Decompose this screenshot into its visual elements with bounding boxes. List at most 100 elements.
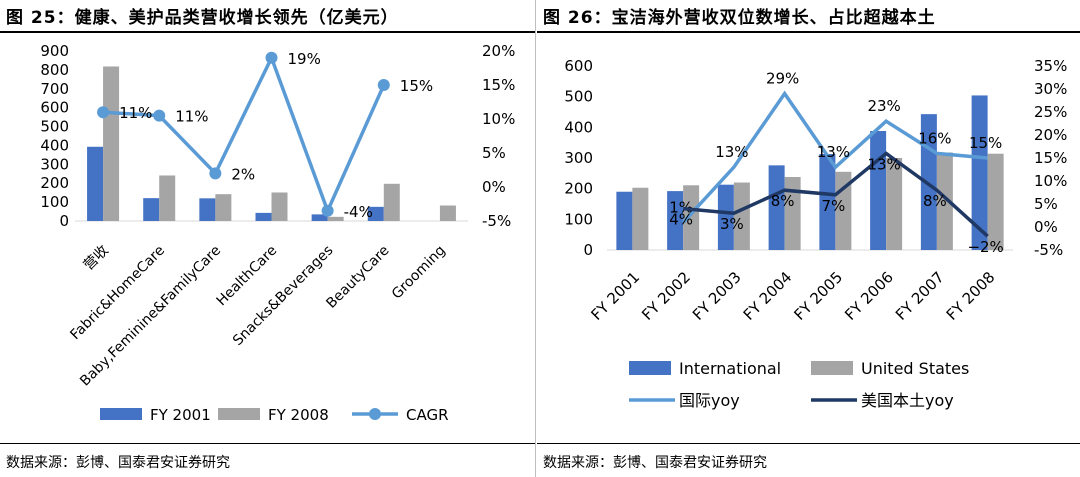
x-tick-label: FY 2008 bbox=[943, 268, 999, 324]
y-left-tick-label: 500 bbox=[40, 118, 69, 136]
y-right-tick-label: 10% bbox=[482, 110, 515, 128]
panel-divider bbox=[535, 0, 536, 477]
yoy-data-label: 4% bbox=[669, 211, 693, 229]
y-right-tick-label: 15% bbox=[1034, 149, 1067, 167]
bar bbox=[920, 114, 937, 250]
cagr-data-label: 11% bbox=[119, 104, 152, 122]
legend-swatch bbox=[811, 361, 853, 375]
bar bbox=[143, 198, 160, 221]
y-left-tick-label: 700 bbox=[40, 80, 69, 98]
bar bbox=[819, 154, 836, 250]
bar bbox=[367, 206, 384, 221]
yoy-data-label: 13% bbox=[817, 143, 850, 161]
y-left-tick-label: 300 bbox=[564, 149, 593, 167]
cagr-line bbox=[102, 53, 386, 216]
yoy-line bbox=[682, 151, 989, 238]
yoy-data-label: 23% bbox=[867, 97, 900, 115]
yoy-data-label: 1% bbox=[669, 198, 693, 216]
x-tick-label: FY 2007 bbox=[892, 268, 948, 324]
x-tick-label: FY 2001 bbox=[588, 268, 644, 324]
legend-swatch bbox=[629, 361, 671, 375]
y-right-tick-label: 0% bbox=[482, 178, 506, 196]
yoy-data-label: 3% bbox=[720, 215, 744, 233]
y-left-tick-label: 100 bbox=[564, 210, 593, 228]
y-right-tick-label: 0% bbox=[1034, 218, 1058, 236]
bar bbox=[87, 146, 104, 221]
left-source-rule bbox=[0, 443, 535, 444]
bar bbox=[733, 182, 750, 250]
legend-swatch bbox=[218, 408, 260, 420]
bar bbox=[667, 191, 684, 250]
y-right-tick-label: -5% bbox=[482, 212, 511, 230]
y-left-tick-label: 200 bbox=[40, 174, 69, 192]
y-left-tick-label: 100 bbox=[40, 193, 69, 211]
yoy-data-label: 13% bbox=[715, 143, 748, 161]
y-right-tick-label: -5% bbox=[1034, 241, 1063, 259]
cagr-marker bbox=[265, 51, 278, 64]
y-left-tick-label: 400 bbox=[40, 136, 69, 154]
cagr-marker bbox=[153, 109, 166, 122]
y-left-tick-label: 800 bbox=[40, 61, 69, 79]
y-left-tick-label: 600 bbox=[40, 99, 69, 117]
x-tick-label: Snacks&Beverages bbox=[230, 243, 336, 349]
legend-swatch bbox=[100, 408, 142, 420]
y-left-tick-label: 600 bbox=[564, 57, 593, 75]
y-right-tick-label: 5% bbox=[482, 144, 506, 162]
x-tick-label: FY 2003 bbox=[689, 268, 745, 324]
y-right-tick-label: 10% bbox=[1034, 172, 1067, 190]
y-left-tick-label: 900 bbox=[40, 42, 69, 60]
y-left-tick-label: 200 bbox=[564, 180, 593, 198]
x-tick-label: FY 2006 bbox=[841, 268, 897, 324]
yoy-data-label: 7% bbox=[821, 197, 845, 215]
y-right-tick-label: 25% bbox=[1034, 103, 1067, 121]
y-left-tick-label: 0 bbox=[59, 212, 69, 230]
bar bbox=[768, 165, 785, 250]
y-left-tick-label: 300 bbox=[40, 155, 69, 173]
bar bbox=[439, 205, 456, 221]
right-source-rule bbox=[537, 443, 1080, 444]
right-chart-title: 图 26：宝洁海外营收双位数增长、占比超越本土 bbox=[543, 8, 936, 28]
y-right-tick-label: 20% bbox=[482, 42, 515, 60]
legend-label: United States bbox=[861, 359, 969, 378]
y-right-tick-label: 20% bbox=[1034, 126, 1067, 144]
right-chart: 0 100 200 300 400 500 600 -5% 0% 5% 10% 15% 20% 25% 30… bbox=[564, 57, 1067, 410]
y-right-tick-label: 30% bbox=[1034, 80, 1067, 98]
cagr-marker bbox=[97, 106, 110, 119]
yoy-data-label: 13% bbox=[867, 155, 900, 173]
bar bbox=[103, 66, 120, 221]
bar bbox=[683, 185, 700, 250]
y-right-tick-label: 15% bbox=[482, 76, 515, 94]
legend-label: CAGR bbox=[406, 406, 449, 424]
cagr-marker bbox=[321, 204, 334, 217]
cagr-data-label: 19% bbox=[288, 50, 321, 68]
bar bbox=[632, 187, 649, 250]
x-tick-label: Grooming bbox=[389, 243, 449, 303]
bar bbox=[616, 191, 633, 250]
bar bbox=[870, 131, 887, 250]
y-right-tick-label: 35% bbox=[1034, 57, 1067, 75]
legend-swatch-marker bbox=[369, 408, 381, 420]
bar bbox=[311, 214, 328, 221]
y-left-tick-label: 0 bbox=[583, 241, 593, 259]
bar bbox=[886, 158, 903, 250]
legend-label: 国际yoy bbox=[679, 391, 740, 410]
bar bbox=[327, 216, 344, 221]
left-chart-panel: 图 25：健康、美护品类营收增长领先（亿美元） 0 100 200 300 400 500… bbox=[0, 0, 535, 477]
cagr-data-label: -4% bbox=[344, 203, 373, 221]
x-tick-label: FY 2005 bbox=[791, 268, 847, 324]
legend-label: International bbox=[679, 359, 781, 378]
yoy-data-label: 15% bbox=[969, 134, 1002, 152]
bar bbox=[271, 192, 288, 221]
x-tick-label: FY 2002 bbox=[638, 268, 694, 324]
x-tick-label: Fabric&HomeCare bbox=[67, 243, 168, 344]
bar bbox=[159, 175, 176, 221]
y-left-tick-label: 400 bbox=[564, 118, 593, 136]
bar bbox=[255, 212, 272, 221]
right-chart-source: 数据来源：彭博、国泰君安证券研究 bbox=[543, 455, 767, 471]
left-chart-source: 数据来源：彭博、国泰君安证券研究 bbox=[6, 455, 230, 471]
right-title-rule bbox=[537, 31, 1080, 33]
yoy-data-label: 8% bbox=[923, 192, 947, 210]
bar bbox=[784, 177, 801, 250]
cagr-data-label: 2% bbox=[231, 165, 255, 183]
